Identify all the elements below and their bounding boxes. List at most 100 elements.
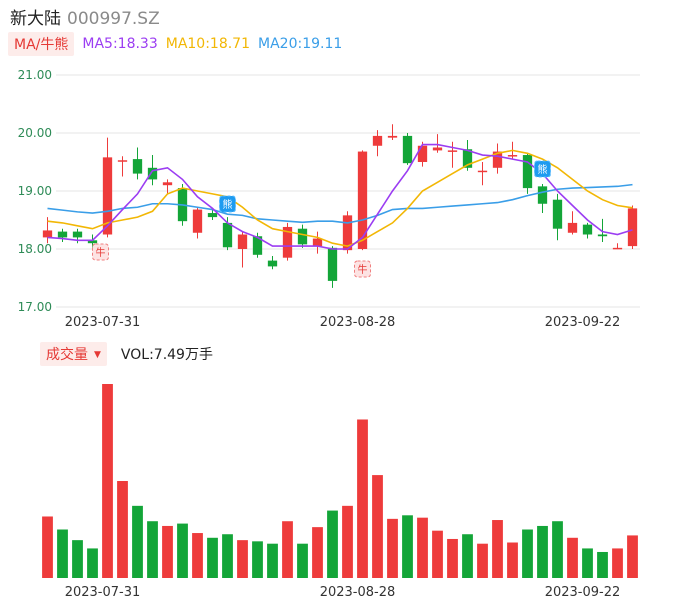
volume-bar [297, 543, 308, 578]
candle-body [387, 135, 398, 138]
ma20-legend-label: MA20:19.11 [258, 36, 343, 52]
marker-label: 熊 [538, 163, 548, 176]
candle-body [567, 222, 578, 233]
volume-bar [417, 517, 428, 578]
volume-legend: 成交量 ▼ VOL:7.49万手 [40, 342, 213, 366]
candle-body [597, 234, 608, 237]
candle-body [372, 135, 383, 146]
marker-label: 牛 [358, 263, 368, 276]
volume-bar [567, 537, 578, 578]
x-tick-label: 2023-09-22 [545, 315, 621, 330]
volume-bar [627, 535, 638, 578]
caret-down-icon: ▼ [94, 350, 101, 360]
candle-body [477, 170, 488, 173]
volume-bar [432, 530, 443, 578]
candle-body [522, 155, 533, 189]
volume-bar [447, 538, 458, 578]
volume-bar [402, 515, 413, 578]
candle-body [312, 238, 323, 247]
volume-bar [147, 521, 158, 578]
bull-marker-icon [354, 260, 371, 278]
candle-body [507, 155, 518, 157]
volume-bar [87, 548, 98, 578]
candle-body [207, 213, 218, 218]
candle-body [57, 231, 68, 238]
y-tick-label: 18.00 [18, 242, 52, 256]
volume-bar [552, 521, 563, 578]
volume-bar [327, 510, 338, 578]
bear-marker-icon [534, 160, 551, 178]
candle-body [102, 157, 113, 235]
candle-body [117, 160, 128, 162]
candle-body [462, 149, 473, 168]
candle-body [267, 260, 278, 267]
volume-bar [537, 525, 548, 578]
volume-bar [507, 542, 518, 578]
volume-bar [522, 529, 533, 578]
ma20-line [47, 183, 633, 224]
volume-bar [282, 521, 293, 578]
stock-name: 新大陆 [10, 9, 61, 29]
volume-bar [492, 520, 503, 578]
volume-bar [252, 541, 263, 578]
volume-indicator-button[interactable]: 成交量 ▼ [40, 342, 107, 366]
volume-button-label: 成交量 [46, 347, 88, 363]
candle-body [537, 186, 548, 204]
ma10-line [47, 149, 633, 247]
candle-body [612, 247, 623, 250]
bear-marker-icon [219, 195, 236, 213]
volume-bar [267, 543, 278, 578]
x-tick-label: 2023-09-22 [545, 585, 621, 600]
marker-label: 熊 [223, 198, 233, 211]
volume-bar [582, 548, 593, 578]
volume-bar [372, 475, 383, 578]
y-tick-label: 21.00 [18, 68, 52, 82]
marker-label: 牛 [96, 246, 106, 259]
volume-bar [102, 384, 113, 578]
stock-title: 新大陆 000997.SZ [10, 4, 160, 29]
x-tick-label: 2023-07-31 [65, 315, 141, 330]
candle-body [447, 150, 458, 152]
x-tick-label: 2023-08-28 [320, 585, 396, 600]
candle-body [417, 145, 428, 162]
candle-body [147, 167, 158, 180]
volume-bar [612, 548, 623, 578]
ma5-legend-label: MA5:18.33 [82, 36, 158, 52]
y-tick-label: 20.00 [18, 126, 52, 140]
candle-body [252, 236, 263, 255]
ma-legend: MA/牛熊 MA5:18.33 MA10:18.71 MA20:19.11 [8, 32, 342, 56]
volume-bar [462, 534, 473, 578]
y-tick-label: 19.00 [18, 184, 52, 198]
ma-indicator-button[interactable]: MA/牛熊 [8, 32, 75, 56]
volume-bar [357, 419, 368, 578]
stock-code: 000997.SZ [67, 9, 160, 29]
volume-bar [222, 534, 233, 578]
volume-bar [132, 505, 143, 578]
candle-body [162, 182, 173, 186]
candle-body [342, 215, 353, 251]
y-tick-label: 17.00 [18, 300, 52, 314]
candle-body [192, 209, 203, 233]
candle-body [42, 230, 53, 238]
candle-body [627, 208, 638, 247]
volume-bar [57, 529, 68, 578]
volume-bar [117, 481, 128, 578]
bull-marker-icon [92, 243, 109, 261]
volume-bar [162, 525, 173, 578]
candle-body [297, 228, 308, 245]
candle-body [552, 199, 563, 229]
ma10-legend-label: MA10:18.71 [165, 36, 251, 52]
candle-body [432, 147, 443, 151]
volume-bar [312, 527, 323, 578]
volume-bar [207, 537, 218, 578]
volume-value-label: VOL:7.49万手 [120, 347, 213, 363]
candle-body [132, 159, 143, 174]
candle-body [237, 234, 248, 249]
candle-body [492, 151, 503, 168]
candle-body [582, 224, 593, 235]
candle-body [87, 240, 98, 244]
volume-bar [342, 505, 353, 578]
x-tick-label: 2023-07-31 [65, 585, 141, 600]
candle-body [357, 151, 368, 249]
